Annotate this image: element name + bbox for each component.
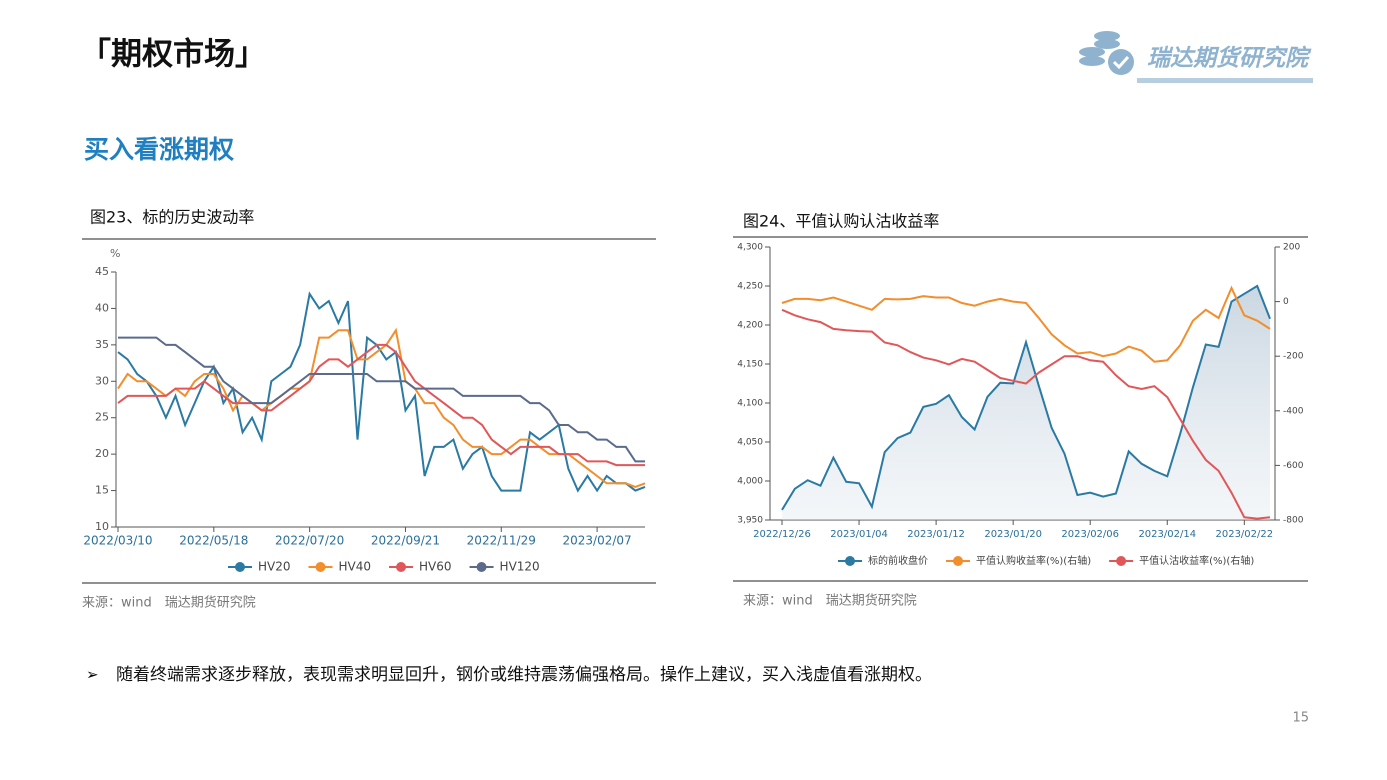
legend-label: HV20 xyxy=(258,560,291,574)
y-tick-label: 4,150 xyxy=(737,360,763,370)
x-tick-label: 2022/12/26 xyxy=(753,529,811,540)
area xyxy=(782,286,1270,520)
series-line xyxy=(117,291,646,493)
bullet-marker: ➢ xyxy=(86,666,99,684)
y-tick-label: 15 xyxy=(95,484,109,497)
y2-tick-label: -200 xyxy=(1283,352,1304,362)
legend-label: 平值认沽收益率(%)(右轴) xyxy=(1139,554,1254,567)
logo xyxy=(1079,31,1313,83)
legend-marker xyxy=(396,562,407,572)
y-tick-label: 20 xyxy=(95,447,109,460)
x-tick-label: 2023/01/12 xyxy=(907,529,965,540)
x-tick-label: 2022/11/29 xyxy=(467,534,536,548)
legend-marker xyxy=(1116,556,1127,566)
series-line xyxy=(781,285,1271,363)
series-line xyxy=(117,343,645,467)
y-tick-label: 45 xyxy=(95,265,109,278)
x-tick-label: 2023/01/20 xyxy=(984,529,1042,540)
y-tick-label: 40 xyxy=(95,301,109,314)
legend-marker xyxy=(476,562,487,572)
x-tick-label: 2022/07/20 xyxy=(275,534,344,548)
y2-tick-label: 200 xyxy=(1283,243,1300,253)
series-line xyxy=(781,284,1271,511)
y2-tick-label: -800 xyxy=(1283,516,1304,526)
y-axis-label: % xyxy=(110,247,120,260)
x-tick-label: 2023/01/04 xyxy=(830,529,888,540)
chart-caption: 图23、标的历史波动率 xyxy=(90,208,254,227)
legend-label: HV60 xyxy=(419,560,452,574)
legend-label: HV120 xyxy=(500,560,540,574)
legend-marker xyxy=(235,562,245,572)
y-tick-label: 4,250 xyxy=(737,282,763,292)
y-tick-label: 30 xyxy=(95,374,109,387)
x-tick-label: 2023/02/07 xyxy=(563,534,632,548)
y-tick-label: 4,050 xyxy=(737,438,763,448)
legend-label: 标的前收盘价 xyxy=(868,554,928,567)
legend-marker xyxy=(315,562,326,572)
y-tick-label: 4,000 xyxy=(737,477,763,487)
y-tick-label: 4,300 xyxy=(737,243,763,253)
y-tick-label: 4,200 xyxy=(737,321,763,331)
x-tick-label: 2023/02/14 xyxy=(1138,529,1196,540)
y-tick-label: 35 xyxy=(95,338,109,351)
y2-tick-label: -600 xyxy=(1283,461,1304,471)
legend-label: HV40 xyxy=(339,560,372,574)
legend-marker xyxy=(953,556,963,566)
series-line xyxy=(118,336,645,463)
series-line xyxy=(781,308,1271,520)
page-title: 「期权市场」 xyxy=(80,37,266,73)
x-tick-label: 2023/02/22 xyxy=(1215,529,1273,540)
legend-label: 平值认购收益率(%)(右轴) xyxy=(976,554,1091,567)
x-tick-label: 2022/05/18 xyxy=(179,534,248,548)
legend-marker xyxy=(845,556,855,566)
x-tick-label: 2023/02/06 xyxy=(1061,529,1119,540)
y-tick-label: 25 xyxy=(95,411,109,424)
x-tick-label: 2022/09/21 xyxy=(371,534,440,548)
source: 来源：wind 瑞达期货研究院 xyxy=(743,593,917,609)
logo-text: 瑞达期货研究院 xyxy=(1147,45,1312,72)
y2-tick-label: -400 xyxy=(1283,406,1304,416)
chart-caption: 图24、平值认购认沽收益率 xyxy=(743,212,939,231)
y-tick-label: 3,950 xyxy=(737,516,763,526)
bullet-text: 随着终端需求逐步释放，表现需求明显回升，钢价或维持震荡偏强格局。操作上建议，买入… xyxy=(116,665,932,685)
x-tick-label: 2022/03/10 xyxy=(83,534,152,548)
source: 来源：wind 瑞达期货研究院 xyxy=(82,595,256,611)
y-tick-label: 10 xyxy=(95,520,109,533)
section-title: 买入看涨期权 xyxy=(84,135,234,164)
y-tick-label: 4,100 xyxy=(737,399,763,409)
page-number: 15 xyxy=(1292,711,1309,726)
y2-tick-label: 0 xyxy=(1283,297,1289,307)
